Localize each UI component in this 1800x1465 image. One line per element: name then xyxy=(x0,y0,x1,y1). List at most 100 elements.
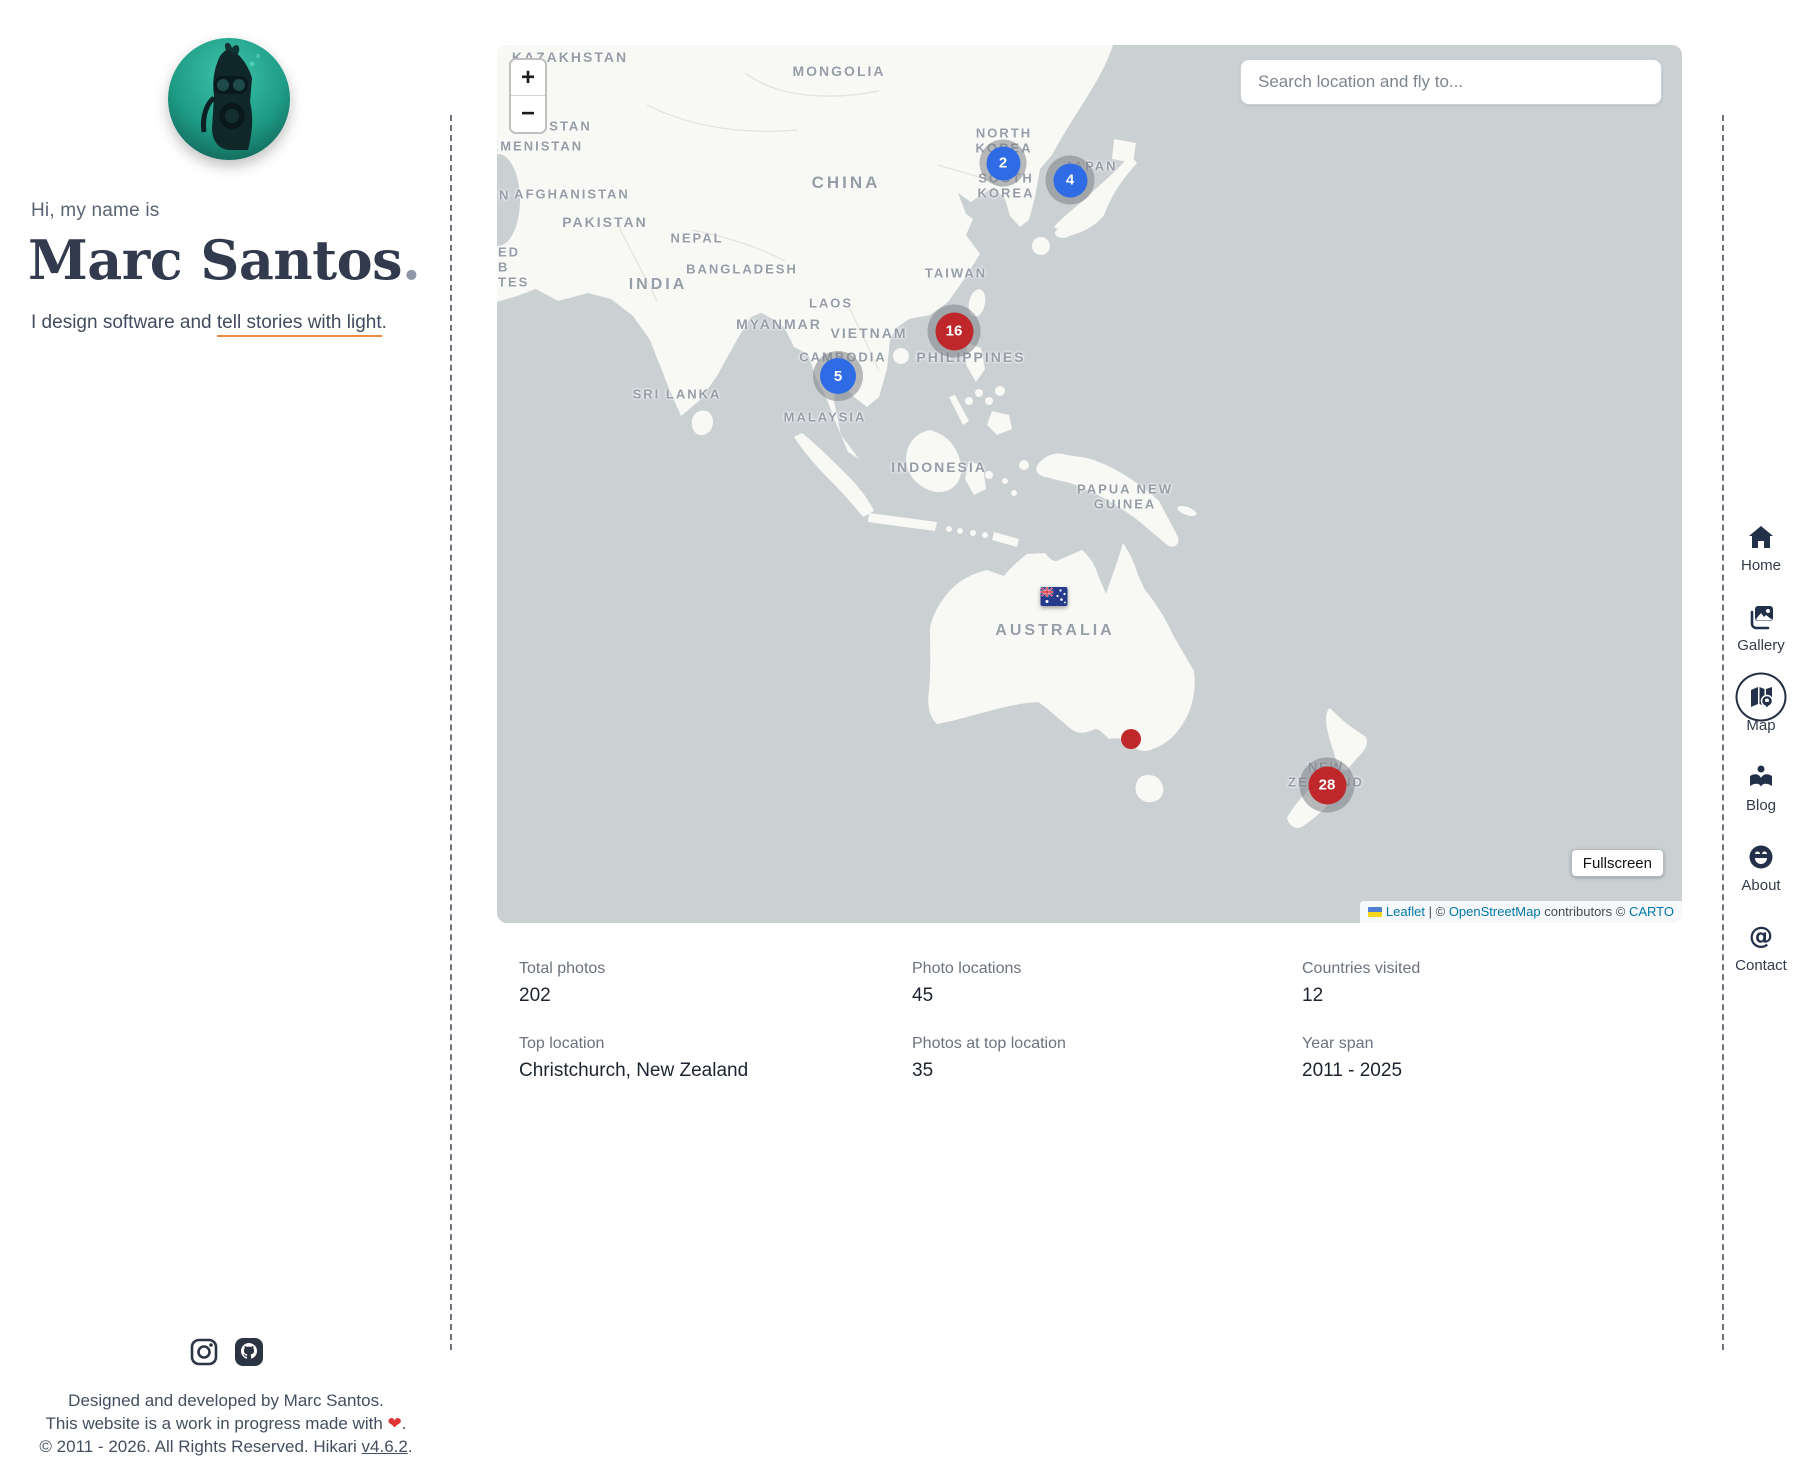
cluster-count: 16 xyxy=(935,312,973,350)
footer-credit: Designed and developed by Marc Santos. xyxy=(68,1391,384,1410)
right-dashed-separator xyxy=(1722,115,1724,1350)
map-country-label: MALAYSIA xyxy=(783,409,867,425)
stat-value: 35 xyxy=(912,1060,934,1081)
stat-photo-locations: Photo locations 45 xyxy=(912,960,1302,1007)
osm-link[interactable]: OpenStreetMap xyxy=(1448,904,1541,919)
photo-location-dot-marker[interactable] xyxy=(1121,729,1141,749)
stat-label: Photos at top location xyxy=(912,1035,1066,1052)
map-landmass xyxy=(497,45,1368,829)
tagline-prefix: I design software and xyxy=(31,312,217,333)
carto-link[interactable]: CARTO xyxy=(1628,904,1674,919)
map-country-label: MONGOLIA xyxy=(792,63,886,79)
social-links xyxy=(0,1336,452,1373)
attribution-copyright: © xyxy=(1435,904,1446,919)
zoom-control: + − xyxy=(509,58,547,134)
zoom-out-button[interactable]: − xyxy=(511,96,545,132)
cluster-marker-16[interactable]: 16 xyxy=(927,304,981,358)
cluster-marker-2[interactable]: 2 xyxy=(979,139,1027,187)
footer: Designed and developed by Marc Santos. T… xyxy=(0,1336,452,1458)
smiley-about-icon xyxy=(1746,842,1776,872)
tell-stories-link[interactable]: tell stories with light xyxy=(216,312,382,337)
attribution-separator: | xyxy=(1428,904,1432,919)
map-country-label: B xyxy=(498,259,510,275)
map-country-label: KOREA xyxy=(977,185,1035,201)
stat-countries-visited: Countries visited 12 xyxy=(1302,960,1684,1007)
map-country-label: SRI LANKA xyxy=(632,386,722,402)
nav-label: Map xyxy=(1746,717,1776,734)
stat-top-location: Top location Christchurch, New Zealand xyxy=(519,1035,912,1082)
stat-label: Countries visited xyxy=(1302,960,1421,977)
map-country-label: AUSTRALIA xyxy=(995,622,1115,639)
ukraine-flag-icon xyxy=(1367,907,1382,917)
map-attribution: Leaflet | © OpenStreetMap contributors ©… xyxy=(1359,901,1682,923)
map-country-label: AFGHANISTAN xyxy=(514,186,630,202)
map-country-label: TAIWAN xyxy=(924,265,988,281)
map-country-label: ED xyxy=(498,244,521,260)
nav-label: Gallery xyxy=(1737,637,1785,654)
cluster-marker-28[interactable]: 28 xyxy=(1299,757,1355,813)
cluster-count: 4 xyxy=(1053,163,1087,197)
map-country-label: N xyxy=(499,187,511,203)
fullscreen-button[interactable]: Fullscreen xyxy=(1570,849,1664,877)
nav-item-map[interactable]: Map xyxy=(1724,682,1798,734)
github-icon[interactable] xyxy=(233,1336,265,1373)
map-country-label: GUINEA xyxy=(1093,496,1157,512)
nav-item-home[interactable]: Home xyxy=(1724,522,1798,574)
nav-label: Home xyxy=(1740,557,1781,574)
map-country-label: TES xyxy=(498,274,530,290)
nav-item-about[interactable]: About xyxy=(1724,842,1798,894)
map-country-label: INDONESIA xyxy=(891,459,987,475)
cluster-marker-4[interactable]: 4 xyxy=(1045,155,1095,205)
cluster-count: 2 xyxy=(986,146,1020,180)
cluster-marker-5[interactable]: 5 xyxy=(813,351,863,401)
page-title: Marc Santos. xyxy=(28,228,421,292)
stat-label: Total photos xyxy=(519,960,606,977)
map-country-label: NORTH xyxy=(975,125,1033,141)
nav-label: About xyxy=(1741,877,1781,894)
footer-progress: This website is a work in progress made … xyxy=(45,1414,407,1433)
nav-item-gallery[interactable]: Gallery xyxy=(1724,602,1798,654)
nav-item-contact[interactable]: @ Contact xyxy=(1724,922,1798,974)
map-country-label: VIETNAM xyxy=(830,325,908,341)
leaflet-map[interactable]: KAZAKHSTAN MONGOLIA KISTAN KMENISTAN CHINA AF… xyxy=(497,45,1682,923)
version-link[interactable]: v4.6.2 xyxy=(361,1437,408,1456)
user-name: Marc Santos xyxy=(28,228,403,292)
search-input[interactable] xyxy=(1240,59,1662,105)
map-country-label: MYANMAR xyxy=(736,316,822,332)
map-icon xyxy=(1746,682,1776,712)
stat-value: 2011 - 2025 xyxy=(1302,1060,1403,1081)
australia-flag-marker[interactable] xyxy=(1040,587,1068,611)
nav-item-blog[interactable]: Blog xyxy=(1724,762,1798,814)
photo-stats: Total photos 202 Photo locations 45 Coun… xyxy=(519,960,1684,1082)
side-navigation: Home Gallery Map xyxy=(1724,522,1798,974)
map-country-label: PHILIPPINES xyxy=(916,349,1026,365)
map-country-label: NEPAL xyxy=(670,230,724,246)
svg-text:@: @ xyxy=(1749,923,1773,950)
gallery-icon xyxy=(1746,602,1776,632)
stat-value: Christchurch, New Zealand xyxy=(519,1060,749,1081)
leaflet-link[interactable]: Leaflet xyxy=(1385,904,1425,919)
blog-icon xyxy=(1746,762,1776,792)
name-period: . xyxy=(402,228,421,292)
nav-label: Contact xyxy=(1735,957,1787,974)
cluster-count: 28 xyxy=(1308,766,1346,804)
footer-copyright: © 2011 - 2026. All Rights Reserved. Hika… xyxy=(39,1437,413,1456)
map-country-label: PAKISTAN xyxy=(562,214,648,230)
stat-label: Photo locations xyxy=(912,960,1022,977)
stat-total-photos: Total photos 202 xyxy=(519,960,912,1007)
map-search xyxy=(1240,59,1662,105)
instagram-icon[interactable] xyxy=(188,1336,220,1373)
stat-value: 202 xyxy=(519,985,551,1006)
zoom-in-button[interactable]: + xyxy=(511,60,545,96)
stat-photos-top-location: Photos at top location 35 xyxy=(912,1035,1302,1082)
stat-value: 45 xyxy=(912,985,934,1006)
stat-year-span: Year span 2011 - 2025 xyxy=(1302,1035,1684,1082)
home-icon xyxy=(1746,522,1776,552)
map-country-label: BANGLADESH xyxy=(686,261,798,277)
scuba-diver-photo xyxy=(168,38,290,160)
at-contact-icon: @ xyxy=(1746,922,1776,952)
stat-value: 12 xyxy=(1302,985,1324,1006)
stat-label: Year span xyxy=(1302,1035,1374,1052)
greeting-text: Hi, my name is xyxy=(31,200,160,221)
stat-label: Top location xyxy=(519,1035,605,1052)
